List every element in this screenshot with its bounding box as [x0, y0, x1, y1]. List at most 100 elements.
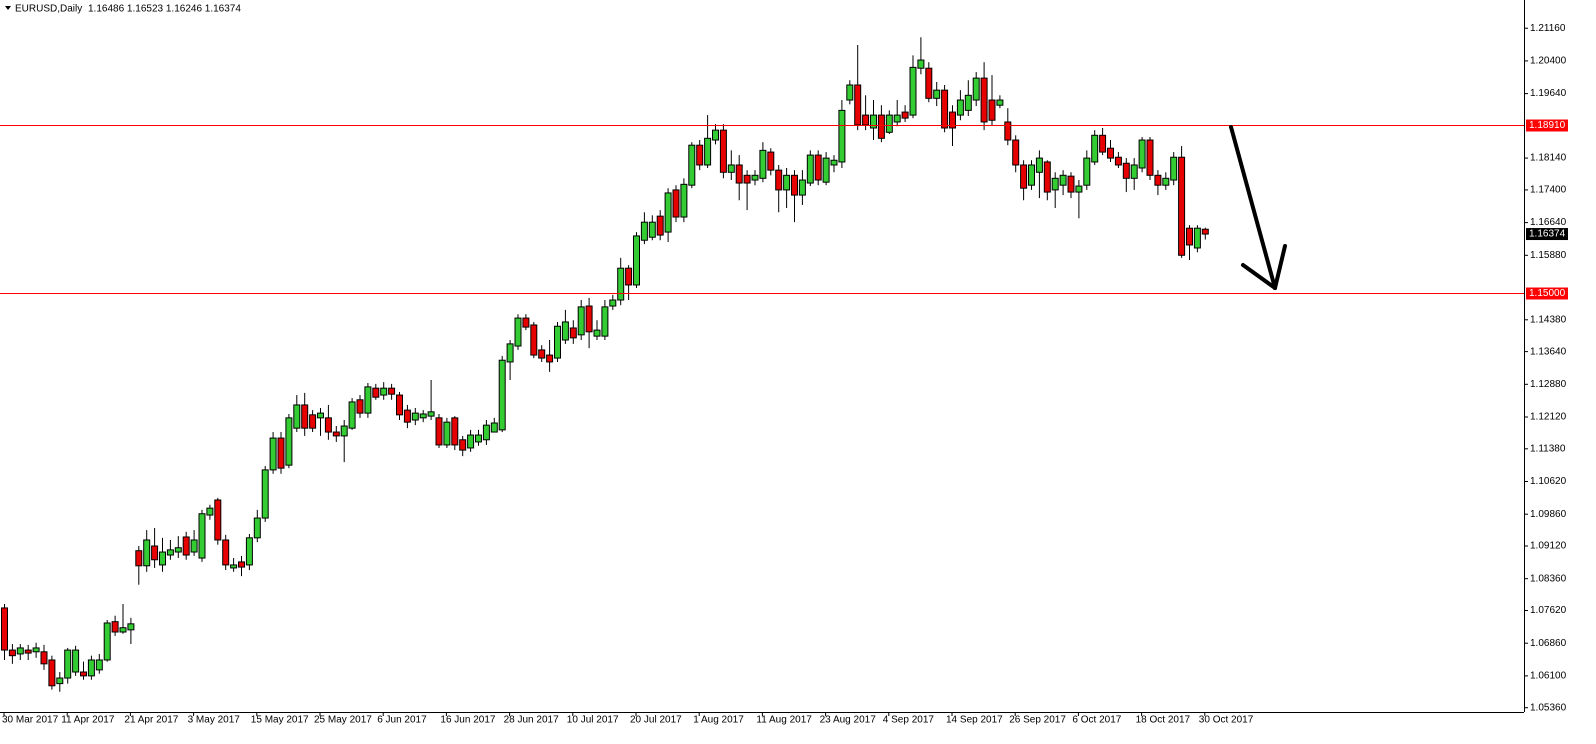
- candle-body: [988, 99, 996, 121]
- x-tick-label: 28 Jun 2017: [504, 715, 559, 726]
- candle-body: [980, 77, 988, 123]
- candle-body: [1201, 228, 1209, 235]
- candle-body: [609, 299, 617, 307]
- candle-body: [956, 99, 964, 116]
- candle-body: [1043, 161, 1051, 193]
- candle-body: [309, 414, 317, 429]
- y-tick-label: 1.12880: [1530, 379, 1567, 390]
- y-tick-label: 1.06100: [1530, 671, 1567, 682]
- candle-body: [704, 137, 712, 166]
- candle-body: [95, 659, 103, 671]
- candle-body: [214, 499, 222, 541]
- candle-body: [301, 404, 309, 429]
- candle-body: [949, 111, 956, 129]
- symbol-title: EURUSD,Daily: [15, 4, 82, 15]
- candle-body: [585, 305, 593, 333]
- candle-body: [577, 306, 585, 336]
- candle-body: [1020, 164, 1028, 189]
- candle-body: [530, 324, 538, 356]
- candle-body: [901, 111, 909, 119]
- candle-body: [451, 417, 459, 446]
- y-tick-label: 1.09860: [1530, 509, 1567, 520]
- candle-body: [1035, 157, 1043, 173]
- y-tick-label: 1.12120: [1530, 412, 1567, 423]
- candle-body: [1, 607, 8, 651]
- x-tick-label: 10 Jul 2017: [567, 715, 619, 726]
- candle-body: [40, 651, 48, 665]
- candle-body: [1146, 139, 1154, 176]
- candle-body: [459, 439, 467, 451]
- level-label-box: [1526, 287, 1568, 300]
- candle-body: [198, 513, 206, 559]
- candle-body: [672, 189, 680, 218]
- candle-body: [1107, 147, 1114, 159]
- candle-body: [1193, 227, 1201, 249]
- candle-body: [925, 67, 933, 99]
- y-tick-label: 1.15880: [1530, 250, 1567, 261]
- candle-body: [1138, 139, 1146, 169]
- arrow-head: [1273, 244, 1287, 290]
- x-tick-label: 3 May 2017: [188, 715, 241, 726]
- candle-body: [696, 144, 704, 166]
- level-label: 1.18910: [1529, 120, 1566, 131]
- candle-body: [498, 359, 506, 431]
- y-tick-label: 1.17400: [1530, 185, 1567, 196]
- header-icon: [5, 6, 11, 10]
- candle-body: [143, 539, 151, 567]
- candle-body: [909, 66, 917, 116]
- candle-body: [467, 434, 475, 449]
- candle-body: [783, 174, 791, 191]
- candle-body: [135, 550, 143, 567]
- candle-body: [16, 647, 24, 655]
- candle-body: [1051, 177, 1059, 191]
- current-price-label: 1.16374: [1529, 229, 1566, 240]
- y-tick-label: 1.09120: [1530, 541, 1567, 552]
- candle-body: [32, 647, 40, 653]
- candle-body: [230, 564, 238, 569]
- candle-body: [151, 545, 159, 561]
- candle-body: [1162, 177, 1170, 186]
- candle-body: [261, 469, 269, 519]
- candle-body: [917, 59, 925, 69]
- candle-body: [222, 539, 230, 566]
- x-tick-label: 26 Sep 2017: [1009, 715, 1066, 726]
- candle-body: [372, 387, 380, 398]
- candle-body: [411, 412, 419, 421]
- candle-body: [743, 174, 751, 184]
- candle-body: [119, 627, 127, 633]
- candle-body: [554, 325, 561, 359]
- level-label: 1.15000: [1529, 288, 1566, 299]
- candle-body: [482, 424, 490, 441]
- candle-body: [656, 215, 664, 236]
- x-tick-label: 16 Jun 2017: [440, 715, 495, 726]
- candle-body: [396, 394, 403, 416]
- x-tick-label: 4 Sep 2017: [883, 715, 935, 726]
- candle-body: [190, 539, 198, 553]
- candle-body: [72, 649, 80, 673]
- y-tick-label: 1.20400: [1530, 56, 1567, 67]
- candle-body: [166, 549, 174, 556]
- y-tick-label: 1.10620: [1530, 476, 1567, 487]
- candle-body: [443, 421, 451, 446]
- candle-body: [767, 151, 775, 171]
- quote-values: 1.16486 1.16523 1.16246 1.16374: [88, 4, 241, 15]
- candle-body: [593, 329, 601, 337]
- candle-body: [1130, 164, 1138, 179]
- candle-body: [617, 267, 625, 301]
- x-tick-label: 25 May 2017: [314, 715, 372, 726]
- candle-body: [625, 267, 633, 286]
- candle-body: [364, 386, 372, 414]
- candle-body: [285, 417, 293, 466]
- x-tick-label: 14 Sep 2017: [946, 715, 1003, 726]
- candle-body: [601, 306, 609, 337]
- candle-body: [87, 659, 95, 677]
- candle-body: [996, 99, 1004, 106]
- candle-body: [103, 622, 111, 661]
- candle-body: [964, 94, 972, 111]
- arrow-shaft: [1229, 125, 1277, 290]
- candle-body: [1012, 139, 1020, 166]
- candle-body: [640, 221, 648, 241]
- y-tick-label: 1.11380: [1530, 443, 1566, 454]
- candle-body: [648, 221, 656, 238]
